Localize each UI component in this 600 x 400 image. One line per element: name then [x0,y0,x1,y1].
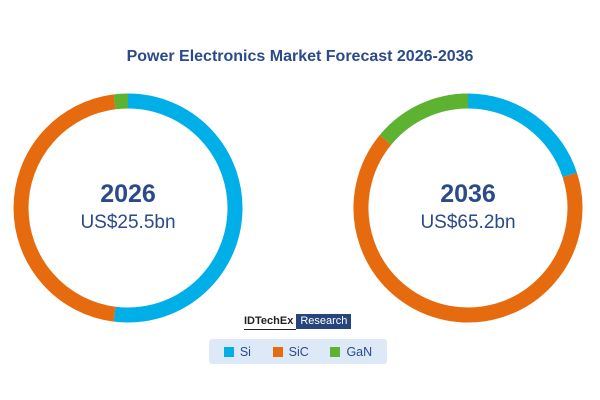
donut-2036-segment-si [467,93,577,178]
donut-2026-total-label: US$25.5bn [80,212,175,233]
donut-2036-segment-gan [379,93,469,145]
legend-label-sic: SiC [288,344,309,359]
legend-swatch-si [223,346,234,357]
legend-label-si: Si [239,344,251,359]
donut-2026-segment-sic [13,94,116,322]
donut-2026-segment-gan [113,93,129,110]
legend-item-si: Si [223,344,251,359]
donut-2036-segment-sic [353,135,583,323]
legend-swatch-gan [330,346,341,357]
legend: Si SiC GaN [209,339,387,364]
legend-item-gan: GaN [330,345,372,359]
legend-swatch-sic [272,346,283,357]
chart-title: Power Electronics Market Forecast 2026-2… [126,48,474,65]
brand-name: IDTechEx [244,314,297,330]
donut-2036-year-label: 2036 [440,180,496,208]
idtechex-logo: IDTechEx Research [244,314,352,330]
donut-2026-segment-si [113,93,243,323]
brand-tag: Research [296,314,352,329]
legend-item-sic: SiC [272,344,309,359]
donut-2026-year-label: 2026 [100,180,156,208]
donut-2036-total-label: US$65.2bn [420,212,515,233]
legend-label-gan: GaN [346,344,373,359]
